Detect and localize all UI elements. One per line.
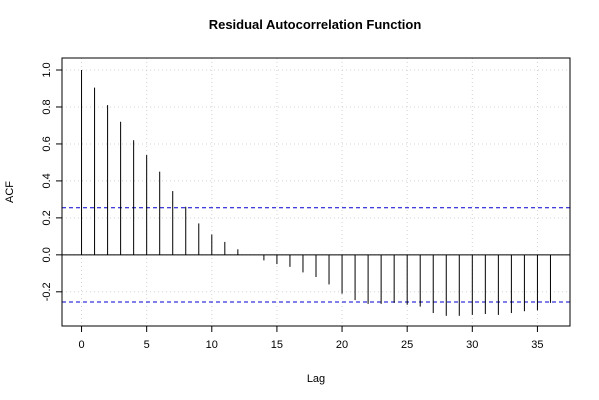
y-tick-label-1: 0.0	[41, 247, 53, 262]
x-axis: 0 5 10 15 20 25 30 35	[78, 326, 544, 351]
x-tick-label-2: 10	[206, 339, 218, 351]
x-axis-label: Lag	[307, 373, 325, 385]
y-tick-label-0: -0.2	[41, 282, 53, 301]
x-tick-label-7: 35	[531, 339, 543, 351]
x-tick-label-6: 30	[466, 339, 478, 351]
plot-frame	[61, 57, 571, 327]
acf-bars	[81, 70, 551, 316]
grid-lines	[62, 58, 570, 326]
x-tick-label-0: 0	[78, 339, 84, 351]
y-axis-label: ACF	[4, 181, 16, 203]
y-tick-label-2: 0.2	[41, 210, 53, 225]
x-tick-label-5: 25	[401, 339, 413, 351]
y-tick-label-3: 0.4	[41, 173, 53, 188]
y-tick-label-4: 0.6	[41, 136, 53, 151]
y-axis: -0.2 0.0 0.2 0.4 0.6 0.8 1.0	[41, 62, 62, 301]
x-tick-label-4: 20	[336, 339, 348, 351]
x-tick-label-3: 15	[271, 339, 283, 351]
y-tick-label-5: 0.8	[41, 99, 53, 114]
x-tick-label-1: 5	[144, 339, 150, 351]
y-tick-label-6: 1.0	[41, 62, 53, 77]
chart-title: Residual Autocorrelation Function	[209, 17, 422, 32]
